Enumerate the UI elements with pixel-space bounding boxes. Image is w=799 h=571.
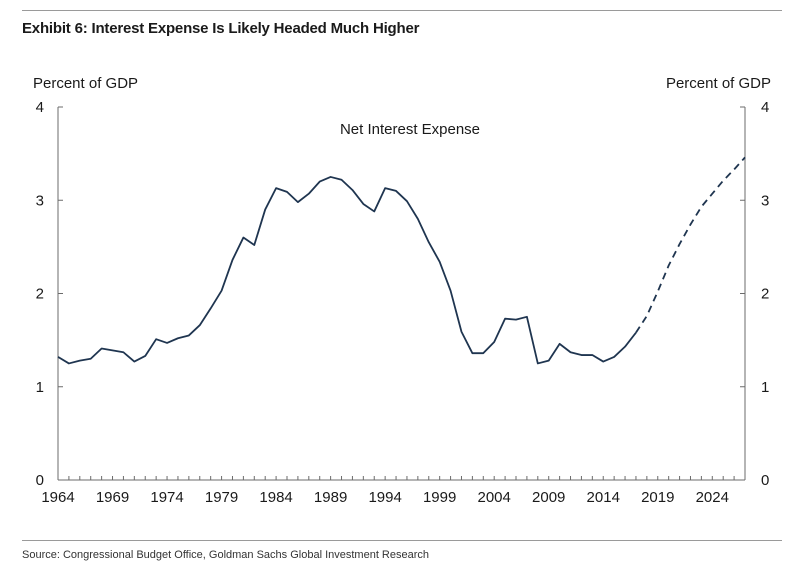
x-tick-label: 1984 xyxy=(259,489,292,506)
x-tick-label: 1999 xyxy=(423,489,456,506)
bottom-rule xyxy=(22,540,782,541)
y-tick-label-left: 2 xyxy=(36,286,44,303)
chart-title: Exhibit 6: Interest Expense Is Likely He… xyxy=(22,20,420,37)
projected-series-line xyxy=(635,156,746,334)
series-annotation: Net Interest Expense xyxy=(340,121,480,138)
y-tick-label-right: 0 xyxy=(761,472,769,489)
ticks-group: 0 0 1 1 2 2 3 3 4 4 1964 1969 1974 1979 1984 1989 1994 19… xyxy=(36,99,770,506)
x-tick-label: 2024 xyxy=(696,489,729,506)
x-tick-label: 2004 xyxy=(478,489,511,506)
x-tick-label: 1979 xyxy=(205,489,238,506)
y-tick-label-left: 3 xyxy=(36,192,44,209)
top-rule xyxy=(22,10,782,11)
y-axis-label-right: Percent of GDP xyxy=(666,75,771,92)
source-note: Source: Congressional Budget Office, Gol… xyxy=(22,549,430,561)
y-tick-label-left: 0 xyxy=(36,472,44,489)
y-tick-label-right: 4 xyxy=(761,99,769,116)
x-tick-label: 1969 xyxy=(96,489,129,506)
x-tick-label: 1974 xyxy=(150,489,183,506)
y-tick-label-left: 4 xyxy=(36,99,44,116)
y-tick-label-right: 1 xyxy=(761,379,769,396)
y-tick-label-right: 3 xyxy=(761,192,769,209)
x-tick-label: 2019 xyxy=(641,489,674,506)
x-tick-label: 2014 xyxy=(587,489,620,506)
y-axis-label-left: Percent of GDP xyxy=(33,75,138,92)
x-tick-label: 2009 xyxy=(532,489,565,506)
x-tick-label: 1989 xyxy=(314,489,347,506)
series-group xyxy=(57,156,746,365)
y-tick-label-left: 1 xyxy=(36,379,44,396)
axes-group xyxy=(57,107,746,481)
x-tick-label: 1964 xyxy=(41,489,74,506)
x-tick-label: 1994 xyxy=(368,489,401,506)
historical-series-line xyxy=(57,176,637,365)
y-tick-label-right: 2 xyxy=(761,286,769,303)
